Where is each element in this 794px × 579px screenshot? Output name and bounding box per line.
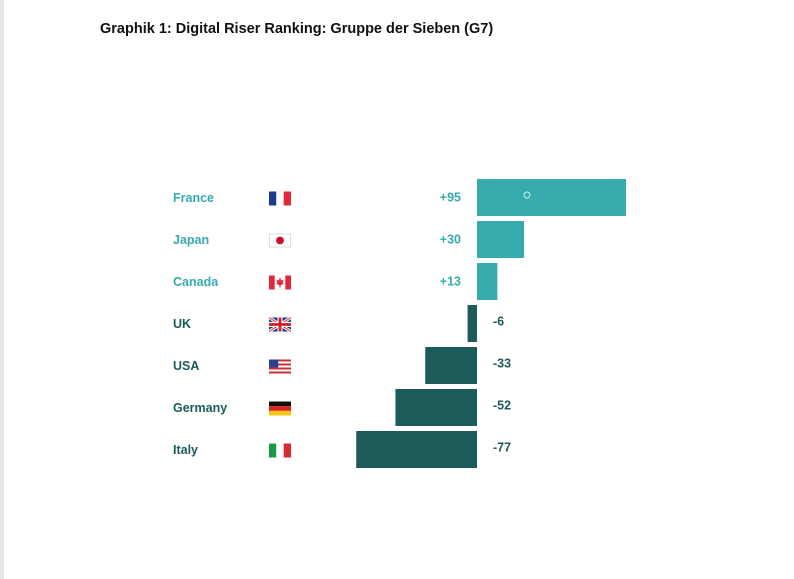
bar-canada [477, 263, 498, 300]
uk-flag-icon [268, 316, 292, 333]
canada-flag-icon [269, 275, 291, 290]
country-label-italy: Italy [173, 443, 198, 457]
japan-flag-icon [269, 233, 291, 248]
value-label-usa: -33 [493, 357, 511, 371]
france-flag-icon [269, 191, 291, 206]
country-label-canada: Canada [173, 275, 219, 289]
value-label-france: +95 [440, 191, 461, 205]
page-edge [0, 0, 4, 579]
marker-dot [523, 191, 531, 199]
country-label-usa: USA [173, 359, 199, 373]
value-label-germany: -52 [493, 399, 511, 413]
value-label-japan: +30 [440, 233, 461, 247]
country-label-uk: UK [173, 317, 191, 331]
bar-japan [477, 221, 525, 258]
bar-germany [395, 389, 477, 426]
country-label-japan: Japan [173, 233, 209, 247]
bar-uk [467, 305, 477, 342]
bar-usa [425, 347, 477, 384]
country-label-france: France [173, 191, 214, 205]
value-label-uk: -6 [493, 315, 504, 329]
value-label-italy: -77 [493, 441, 511, 455]
usa-flag-icon [269, 359, 291, 374]
bar-italy [356, 431, 477, 468]
country-label-germany: Germany [173, 401, 227, 415]
germany-flag-icon [269, 401, 291, 416]
value-label-canada: +13 [440, 275, 461, 289]
chart-title: Graphik 1: Digital Riser Ranking: Gruppe… [100, 21, 494, 37]
italy-flag-icon [269, 443, 291, 458]
bar-france [477, 179, 626, 216]
